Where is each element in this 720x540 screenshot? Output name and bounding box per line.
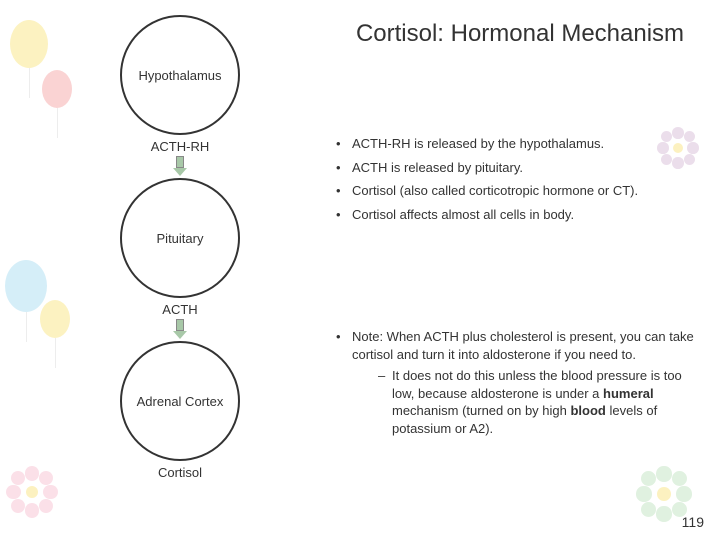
arrow-down-icon [173,319,187,339]
sub-text: mechanism (turned on by high [392,403,570,418]
bullet-item: ACTH is released by pituitary. [330,159,700,177]
sub-bold: blood [570,403,605,418]
page-title: Cortisol: Hormonal Mechanism [340,20,700,48]
node-label: Adrenal Cortex [137,394,224,409]
edge-label-acth-rh: ACTH-RH [95,139,265,154]
note-text: Note: When ACTH plus cholesterol is pres… [352,329,694,362]
bullet-note: Note: When ACTH plus cholesterol is pres… [330,328,700,437]
node-label: Pituitary [157,231,204,246]
node-label: Hypothalamus [138,68,221,83]
bullet-item: ACTH-RH is released by the hypothalamus. [330,135,700,153]
diagram-column: Hypothalamus ACTH-RH Pituitary ACTH Adre… [95,15,265,482]
bullet-sub: It does not do this unless the blood pre… [352,367,700,437]
sub-bold: humeral [603,386,654,401]
arrow-down-icon [173,156,187,176]
bullet-item: Cortisol affects almost all cells in bod… [330,206,700,224]
bullet-item: Cortisol (also called corticotropic horm… [330,182,700,200]
node-hypothalamus: Hypothalamus [120,15,240,135]
page-number: 119 [682,514,704,530]
bullet-group-1: ACTH-RH is released by the hypothalamus.… [330,135,700,229]
node-pituitary: Pituitary [120,178,240,298]
node-adrenal-cortex: Adrenal Cortex [120,341,240,461]
edge-label-acth: ACTH [95,302,265,317]
bullet-group-2: Note: When ACTH plus cholesterol is pres… [330,328,700,443]
edge-label-cortisol: Cortisol [95,465,265,480]
